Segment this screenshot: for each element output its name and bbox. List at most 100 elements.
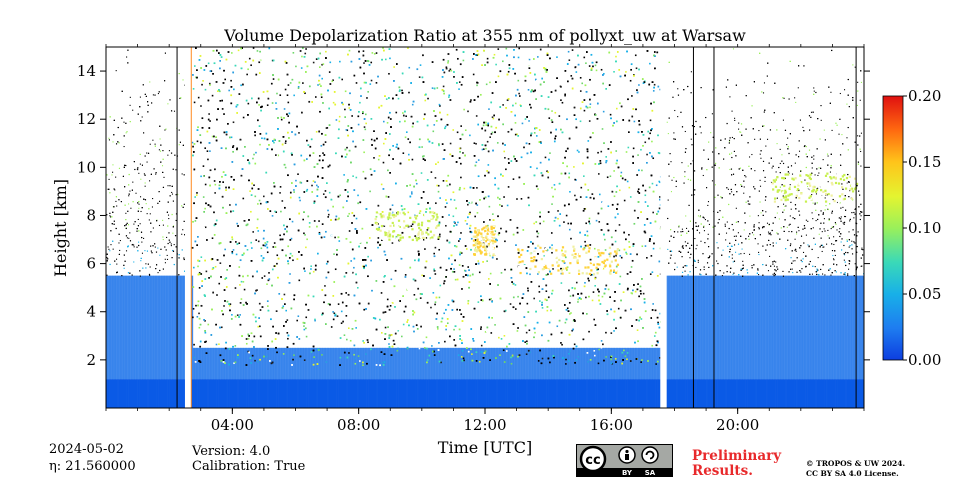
aerosol-base-cell [646,379,648,408]
noise-pixel [609,292,611,294]
aerosol-layer-cell [647,347,650,380]
noise-pixel [497,233,500,236]
aerosol-layer-cell [816,275,819,380]
noise-pixel [628,241,630,243]
noise-pixel [605,156,607,158]
aerosol-layer-cell [314,347,317,380]
aerosol-base-cell [845,379,847,408]
noise-pixel [256,289,258,291]
noise-pixel [861,247,863,249]
aerosol-base-cell [605,379,607,408]
noise-pixel [364,128,367,131]
aerosol-base-cell [443,379,446,408]
noise-pixel [460,176,462,179]
noise-pixel [486,260,488,262]
noise-pixel [518,47,521,50]
noise-pixel [754,170,756,172]
aerosol-layer-cell [338,347,341,380]
aerosol-base-cell [677,379,680,408]
noise-pixel [317,186,320,188]
noise-pixel [457,221,459,224]
noise-pixel [302,218,304,221]
aerosol-layer-cell [631,347,634,380]
aerosol-layer-cell [156,275,159,380]
noise-pixel [581,82,584,85]
aerosol-base-cell [158,379,160,408]
noise-pixel [541,330,544,332]
aerosol-layer-cell [252,347,255,380]
noise-pixel [554,111,557,114]
noise-pixel [411,193,413,195]
noise-pixel [526,302,529,305]
aerosol-layer-cell [758,275,761,380]
aerosol-layer-cell [672,275,675,380]
noise-pixel [729,96,731,98]
aerosol-layer-cell [579,347,582,380]
noise-pixel [108,248,110,250]
noise-pixel [568,360,570,362]
noise-pixel [732,261,734,263]
noise-pixel [337,303,340,305]
noise-pixel [575,179,577,181]
aerosol-layer-cell [811,275,814,380]
noise-pixel [792,272,794,274]
noise-pixel [132,181,134,183]
noise-pixel [318,231,321,234]
noise-pixel [544,156,547,159]
aerosol-layer-cell [216,347,219,380]
noise-pixel [154,246,156,248]
noise-pixel [843,89,846,91]
noise-pixel [424,94,426,96]
noise-pixel [118,242,120,244]
aerosol-base-cell [770,379,773,408]
noise-pixel [109,250,111,252]
aerosol-layer-cell [423,347,426,380]
noise-pixel [264,242,267,244]
noise-pixel [510,362,513,365]
aerosol-layer-cell [256,347,258,380]
aerosol-base-cell [590,379,593,408]
noise-pixel [266,104,269,106]
aerosol-base-cell [524,379,527,408]
noise-pixel [334,236,336,239]
aerosol-base-cell [205,379,208,408]
noise-pixel [412,159,415,162]
noise-pixel [603,72,605,75]
noise-pixel [404,136,407,139]
aerosol-base-cell [739,379,742,408]
aerosol-layer-cell [505,347,508,380]
noise-pixel [721,275,723,277]
aerosol-layer-cell [398,347,401,380]
noise-pixel [328,191,331,194]
aerosol-base-cell [169,379,172,408]
noise-pixel [482,124,485,127]
noise-pixel [293,354,295,356]
noise-pixel [438,144,440,147]
aerosol-layer-cell [571,347,574,380]
aerosol-base-cell [786,379,789,408]
aerosol-layer-cell [413,347,416,380]
aerosol-layer-cell [773,275,776,380]
noise-pixel [314,181,316,183]
noise-pixel [711,180,714,182]
aerosol-base-cell [789,379,792,408]
aerosol-base-cell [630,379,633,408]
noise-pixel [279,186,282,188]
noise-pixel [146,213,148,215]
aerosol-base-cell [191,379,194,408]
noise-pixel [355,176,358,179]
aerosol-base-cell [143,379,146,408]
aerosol-base-cell [565,379,568,408]
aerosol-base-cell [107,379,110,408]
aerosol-base-cell [357,379,359,408]
noise-pixel [287,101,290,104]
noise-pixel [860,215,862,217]
noise-pixel [504,240,506,243]
noise-pixel [245,342,248,345]
aerosol-base-cell [478,379,481,408]
noise-pixel [577,301,579,303]
noise-pixel [272,78,275,80]
aerosol-layer-cell [454,347,457,380]
aerosol-layer-cell [862,275,864,380]
noise-pixel [681,162,683,164]
